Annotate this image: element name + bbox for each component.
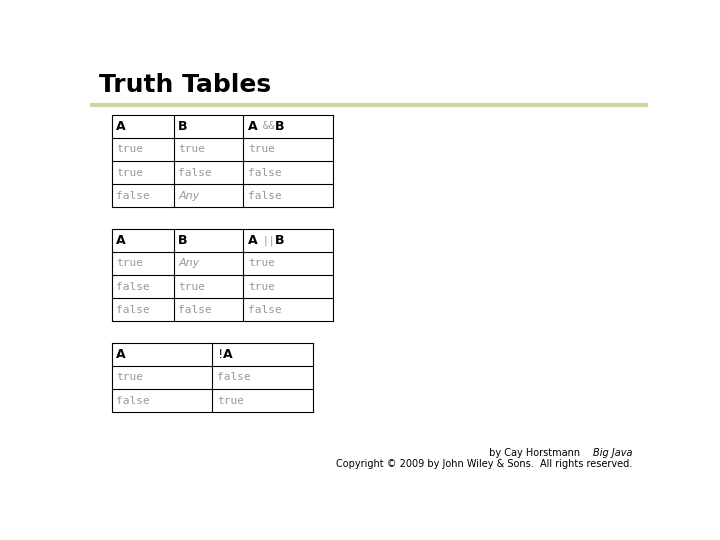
Text: B: B	[179, 234, 188, 247]
Text: false: false	[217, 373, 251, 382]
Text: false: false	[179, 167, 212, 178]
Text: true: true	[179, 281, 205, 292]
Text: false: false	[117, 191, 150, 201]
Text: false: false	[179, 305, 212, 315]
Text: false: false	[117, 305, 150, 315]
Text: Truth Tables: Truth Tables	[99, 72, 271, 97]
Text: false: false	[117, 281, 150, 292]
Text: true: true	[117, 259, 143, 268]
Text: !: !	[217, 348, 225, 361]
Text: A: A	[248, 234, 258, 247]
Text: true: true	[117, 145, 143, 154]
Text: B: B	[179, 120, 188, 133]
Text: true: true	[179, 145, 205, 154]
Text: true: true	[248, 259, 275, 268]
Text: false: false	[248, 167, 282, 178]
Text: A: A	[117, 234, 126, 247]
Text: A: A	[117, 120, 126, 133]
Text: Big Java: Big Java	[593, 448, 632, 457]
Text: B: B	[274, 234, 284, 247]
Text: false: false	[117, 395, 150, 406]
Text: Any: Any	[179, 191, 199, 201]
Text: Copyright © 2009 by John Wiley & Sons.  All rights reserved.: Copyright © 2009 by John Wiley & Sons. A…	[336, 459, 632, 469]
Text: true: true	[117, 373, 143, 382]
Text: by Cay Horstmann: by Cay Horstmann	[487, 448, 580, 457]
Text: Any: Any	[179, 259, 199, 268]
Text: false: false	[248, 305, 282, 315]
Text: ||: ||	[256, 235, 280, 246]
Text: A: A	[223, 348, 233, 361]
Text: &&: &&	[256, 122, 280, 131]
Text: true: true	[217, 395, 244, 406]
Text: B: B	[274, 120, 284, 133]
Text: true: true	[248, 145, 275, 154]
Text: true: true	[117, 167, 143, 178]
Text: A: A	[117, 348, 126, 361]
Text: A: A	[248, 120, 258, 133]
Text: true: true	[248, 281, 275, 292]
Text: false: false	[248, 191, 282, 201]
